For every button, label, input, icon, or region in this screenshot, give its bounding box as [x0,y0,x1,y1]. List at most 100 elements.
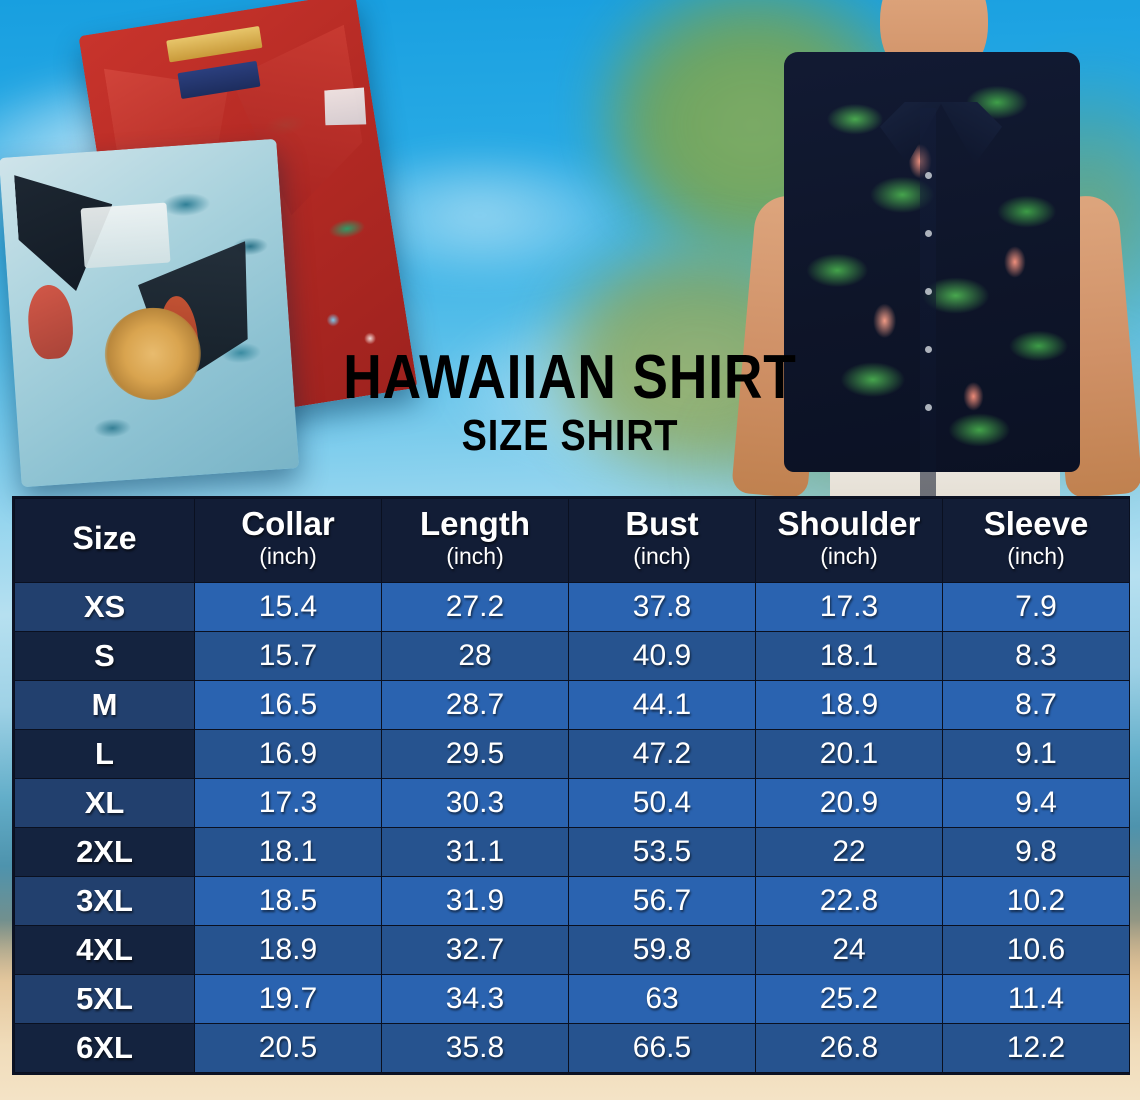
cell-sleeve: 8.3 [942,631,1130,681]
cell-collar: 18.9 [194,925,382,975]
header-label: Length [420,505,530,543]
header-label: Bust [625,505,699,543]
header-label: Sleeve [983,505,1089,543]
table-row: 4XL 18.9 32.7 59.8 24 10.6 [14,925,1130,975]
header-unit: (inch) [633,543,691,570]
cell-shoulder: 18.1 [755,631,943,681]
shirt-placket [920,108,936,500]
size-chart-table-container: Size Collar (inch) Length (inch) Bust (i… [12,496,1130,1075]
header-label: Collar [241,505,335,543]
header-unit: (inch) [1007,543,1065,570]
cell-size: S [14,631,195,681]
cell-collar: 20.5 [194,1023,382,1073]
header-unit: (inch) [259,543,317,570]
cell-sleeve: 9.4 [942,778,1130,828]
column-header-size: Size [14,498,195,583]
cell-size: 5XL [14,974,195,1024]
table-row: XL 17.3 30.3 50.4 20.9 9.4 [14,778,1130,828]
cell-bust: 56.7 [568,876,756,926]
cell-length: 28.7 [381,680,569,730]
table-header: Size Collar (inch) Length (inch) Bust (i… [14,498,1130,583]
shirt-button [925,346,932,353]
cell-sleeve: 9.8 [942,827,1130,877]
cell-shoulder: 22.8 [755,876,943,926]
cell-bust: 66.5 [568,1023,756,1073]
cell-size: XL [14,778,195,828]
table-row: 3XL 18.5 31.9 56.7 22.8 10.2 [14,876,1130,926]
cell-size: L [14,729,195,779]
cell-sleeve: 11.4 [942,974,1130,1024]
cell-collar: 17.3 [194,778,382,828]
cell-collar: 16.5 [194,680,382,730]
cell-sleeve: 10.2 [942,876,1130,926]
table-row: 5XL 19.7 34.3 63 25.2 11.4 [14,974,1130,1024]
table-body: XS 15.4 27.2 37.8 17.3 7.9 S 15.7 28 40.9 18.1 8.3 M… [14,582,1130,1073]
cell-size: 4XL [14,925,195,975]
cell-bust: 40.9 [568,631,756,681]
cell-size: 3XL [14,876,195,926]
shirt-brand-badge [320,84,370,130]
cell-sleeve: 7.9 [942,582,1130,632]
cell-length: 34.3 [381,974,569,1024]
column-header-length: Length (inch) [381,498,569,583]
cell-length: 30.3 [381,778,569,828]
cell-sleeve: 8.7 [942,680,1130,730]
column-header-bust: Bust (inch) [568,498,756,583]
shirt-button [925,404,932,411]
table-row: XS 15.4 27.2 37.8 17.3 7.9 [14,582,1130,632]
table-row: 6XL 20.5 35.8 66.5 26.8 12.2 [14,1023,1130,1073]
cell-collar: 15.4 [194,582,382,632]
cell-size: XS [14,582,195,632]
cell-size: 6XL [14,1023,195,1073]
cell-bust: 63 [568,974,756,1024]
table-row: 2XL 18.1 31.1 53.5 22 9.8 [14,827,1130,877]
cell-shoulder: 20.1 [755,729,943,779]
cell-length: 31.1 [381,827,569,877]
cell-bust: 53.5 [568,827,756,877]
cell-shoulder: 26.8 [755,1023,943,1073]
column-header-shoulder: Shoulder (inch) [755,498,943,583]
cell-length: 31.9 [381,876,569,926]
cell-bust: 47.2 [568,729,756,779]
cell-bust: 50.4 [568,778,756,828]
cell-bust: 44.1 [568,680,756,730]
cell-shoulder: 22 [755,827,943,877]
cell-length: 32.7 [381,925,569,975]
folded-shirts-photo [0,0,420,500]
parrot-motif [25,283,75,361]
cell-length: 29.5 [381,729,569,779]
blue-hawaiian-shirt [0,138,300,488]
size-chart-table: Size Collar (inch) Length (inch) Bust (i… [14,498,1130,1073]
cell-sleeve: 12.2 [942,1023,1130,1073]
cell-length: 27.2 [381,582,569,632]
shirt-button [925,288,932,295]
cell-length: 28 [381,631,569,681]
header-row: Size Collar (inch) Length (inch) Bust (i… [14,498,1130,583]
shirt-pocket [80,202,171,269]
cell-shoulder: 24 [755,925,943,975]
cell-sleeve: 10.6 [942,925,1130,975]
cell-bust: 37.8 [568,582,756,632]
navy-flamingo-hawaiian-shirt [784,52,1080,500]
cell-shoulder: 17.3 [755,582,943,632]
cell-collar: 18.1 [194,827,382,877]
column-header-sleeve: Sleeve (inch) [942,498,1130,583]
table-row: S 15.7 28 40.9 18.1 8.3 [14,631,1130,681]
model-photo [720,0,1140,500]
cell-bust: 59.8 [568,925,756,975]
cell-sleeve: 9.1 [942,729,1130,779]
cell-size: M [14,680,195,730]
shirt-brand-tag [166,25,263,63]
header-unit: (inch) [446,543,504,570]
cell-shoulder: 20.9 [755,778,943,828]
cell-length: 35.8 [381,1023,569,1073]
cell-shoulder: 25.2 [755,974,943,1024]
cell-collar: 15.7 [194,631,382,681]
cell-size: 2XL [14,827,195,877]
shirt-button [925,230,932,237]
column-header-collar: Collar (inch) [194,498,382,583]
header-unit: (inch) [820,543,878,570]
shirt-button [925,172,932,179]
cell-collar: 16.9 [194,729,382,779]
